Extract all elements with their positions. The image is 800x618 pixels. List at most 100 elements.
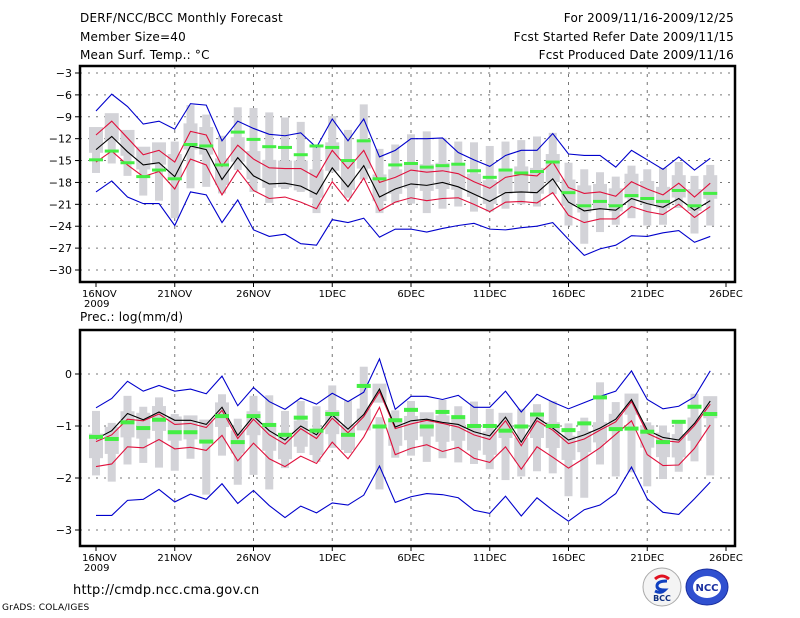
ensemble-iqr-box (640, 181, 655, 205)
y-tick-label: −18 (49, 176, 72, 189)
ensemble-iqr-box (341, 160, 355, 190)
y-tick-label: −21 (49, 198, 72, 211)
x-tick-label: 1DEC (319, 289, 346, 300)
ensemble-iqr-box (293, 420, 308, 447)
series-line-min (96, 464, 711, 522)
y-tick-label: 0 (65, 368, 72, 381)
series-line-lower (95, 150, 711, 224)
precip-variable-label: Prec.: log(mm/d) (80, 310, 184, 324)
x-year-label: 2009 (84, 299, 109, 310)
ensemble-iqr-box (593, 422, 607, 443)
ensemble-range-bar (155, 147, 163, 201)
median-mark (624, 426, 639, 431)
ncc-logo: NCC (684, 567, 730, 607)
median-mark (325, 412, 340, 417)
median-mark (498, 168, 513, 172)
ensemble-iqr-box (498, 169, 513, 194)
ensemble-iqr-box (325, 142, 340, 171)
svg-text:NCC: NCC (695, 583, 718, 594)
median-mark (514, 171, 529, 175)
median-mark (215, 163, 229, 167)
ensemble-iqr-box (230, 137, 245, 162)
website-url[interactable]: http://cmdp.ncc.cma.gov.cn (73, 583, 260, 598)
member-size-label: Member Size=40 (80, 30, 186, 44)
median-mark (640, 196, 655, 200)
median-mark (640, 429, 655, 434)
ensemble-iqr-box (514, 166, 529, 193)
x-tick-label: 21DEC (630, 289, 664, 300)
x-tick-label: 11DEC (473, 289, 507, 300)
median-mark (89, 158, 103, 162)
ensemble-iqr-box (561, 435, 576, 460)
median-mark (435, 164, 450, 168)
median-mark (136, 175, 151, 179)
median-mark (230, 440, 245, 445)
x-tick-label: 26DEC (709, 553, 743, 564)
ensemble-iqr-box (419, 412, 434, 437)
ensemble-iqr-box (104, 113, 119, 141)
median-mark (561, 428, 576, 433)
ensemble-iqr-box (624, 173, 639, 199)
median-mark (372, 177, 387, 181)
ensemble-range-bar (706, 407, 715, 476)
ensemble-range-bar (202, 421, 211, 495)
median-mark (104, 149, 119, 153)
ensemble-iqr-box (325, 410, 340, 435)
ensemble-iqr-box (530, 412, 544, 438)
median-mark (372, 424, 387, 429)
series-line-mean (95, 387, 711, 444)
ensemble-range-bar (249, 108, 258, 192)
series-line-lower (95, 405, 711, 471)
x-tick-label: 1DEC (319, 553, 346, 564)
svg-text:BCC: BCC (653, 594, 671, 603)
ensemble-iqr-box (404, 415, 418, 441)
ensemble-iqr-box (152, 142, 166, 165)
ensemble-range-bar (611, 402, 620, 477)
median-mark (419, 424, 434, 429)
median-mark (656, 199, 670, 203)
median-mark (341, 159, 355, 163)
ensemble-iqr-box (215, 158, 229, 186)
median-mark (703, 412, 718, 417)
median-mark (199, 144, 214, 148)
median-mark (309, 144, 324, 148)
median-mark (608, 204, 623, 208)
ensemble-range-bar (501, 418, 510, 481)
ncc-logo-icon: NCC (685, 568, 729, 606)
series-line-min (95, 180, 711, 257)
fcst-started-date: Fcst Started Refer Date 2009/11/15 (513, 30, 734, 44)
ensemble-range-bar (296, 121, 305, 192)
median-mark (356, 139, 371, 143)
x-tick-label: 26DEC (709, 289, 743, 300)
median-mark (309, 428, 324, 433)
x-tick-label: 21DEC (630, 553, 664, 564)
x-tick-label: 21NOV (157, 289, 192, 300)
precipitation-panel: 0 −1 −2 −3 16NOV 21NOV 26NOV 1DEC 6DEC 11DEC 16DEC… (56, 328, 743, 574)
ensemble-iqr-box (482, 431, 497, 455)
ensemble-iqr-box (435, 162, 450, 190)
ensemble-iqr-box (687, 417, 702, 441)
ensemble-iqr-box (593, 183, 607, 210)
series-line-mean (95, 135, 711, 212)
y-tick-label: −3 (56, 524, 72, 537)
median-mark (356, 383, 371, 388)
ensemble-range-bar (627, 403, 636, 473)
ensemble-iqr-box (356, 142, 371, 169)
series-line-max (95, 93, 711, 171)
median-mark (498, 428, 513, 433)
ensemble-iqr-box (278, 160, 292, 188)
ensemble-iqr-box (136, 146, 151, 170)
median-mark (577, 204, 592, 208)
median-mark (120, 161, 135, 165)
x-tick-label: 26NOV (236, 289, 271, 300)
median-mark (671, 188, 686, 192)
bcc-logo-icon: BCC (642, 567, 682, 607)
ensemble-range-bar (265, 112, 274, 203)
y-tick-label: −1 (56, 420, 72, 433)
variable-label: Mean Surf. Temp.: °C (80, 48, 210, 62)
median-mark (325, 145, 340, 149)
y-tick-label: −6 (56, 89, 72, 102)
series-line-upper (95, 120, 711, 198)
median-mark (341, 432, 355, 437)
ensemble-iqr-box (467, 173, 481, 197)
